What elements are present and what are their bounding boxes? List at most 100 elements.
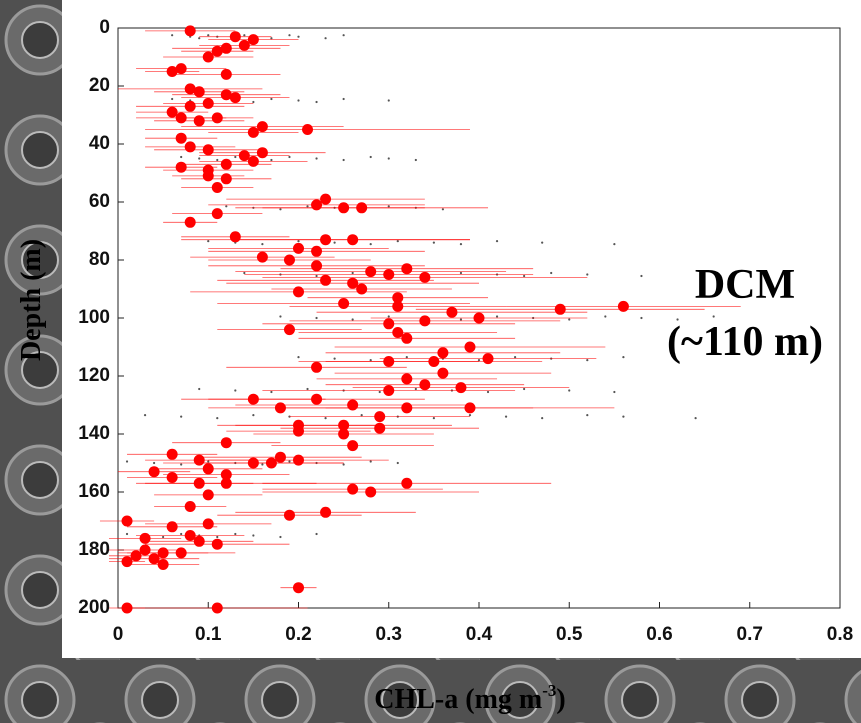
raw-point bbox=[441, 208, 444, 211]
point bbox=[220, 173, 232, 185]
raw-point bbox=[315, 316, 318, 320]
raw-point bbox=[459, 271, 463, 275]
point bbox=[166, 521, 178, 533]
x-tick-label: 0.6 bbox=[646, 624, 672, 645]
point bbox=[148, 466, 160, 478]
raw-point bbox=[252, 414, 255, 417]
raw-point bbox=[523, 387, 526, 391]
point bbox=[166, 448, 178, 460]
point bbox=[157, 547, 169, 559]
point bbox=[247, 393, 259, 405]
point bbox=[202, 170, 214, 182]
point bbox=[175, 63, 187, 75]
raw-point bbox=[306, 205, 309, 208]
raw-point bbox=[514, 356, 517, 359]
point bbox=[392, 300, 404, 312]
x-tick-label: 0 bbox=[113, 624, 124, 645]
raw-point bbox=[342, 97, 345, 101]
point bbox=[184, 83, 196, 95]
point bbox=[139, 532, 151, 544]
point bbox=[401, 477, 413, 489]
point bbox=[338, 428, 350, 440]
x-tick-label: 0.4 bbox=[466, 624, 493, 645]
point bbox=[302, 124, 314, 135]
point bbox=[220, 89, 232, 101]
raw-point bbox=[180, 155, 183, 159]
point bbox=[356, 283, 368, 295]
point bbox=[320, 193, 332, 205]
raw-point bbox=[396, 461, 399, 465]
point bbox=[482, 353, 494, 365]
point bbox=[347, 399, 359, 411]
raw-point bbox=[171, 34, 174, 37]
point bbox=[220, 477, 232, 489]
raw-point bbox=[432, 241, 435, 244]
point bbox=[211, 602, 223, 614]
point bbox=[320, 274, 332, 286]
raw-point bbox=[342, 34, 345, 37]
raw-point bbox=[712, 315, 715, 318]
raw-point bbox=[459, 318, 463, 321]
point bbox=[392, 327, 404, 338]
point bbox=[320, 234, 332, 246]
y-tick-label: 0 bbox=[99, 17, 110, 38]
raw-point bbox=[207, 240, 210, 243]
raw-point bbox=[405, 356, 408, 359]
point bbox=[175, 547, 187, 559]
point bbox=[193, 477, 205, 489]
raw-point bbox=[288, 460, 291, 463]
point bbox=[193, 115, 205, 127]
point bbox=[283, 324, 295, 336]
point bbox=[455, 382, 467, 394]
y-tick-label: 60 bbox=[89, 191, 110, 212]
raw-point bbox=[234, 389, 237, 392]
point bbox=[238, 39, 250, 51]
x-tick-label: 0.2 bbox=[285, 624, 311, 645]
point bbox=[338, 419, 350, 431]
raw-point bbox=[541, 417, 544, 420]
raw-point bbox=[297, 35, 300, 38]
point bbox=[220, 68, 232, 80]
raw-point bbox=[270, 158, 273, 162]
point bbox=[311, 199, 323, 211]
point bbox=[401, 373, 413, 385]
point bbox=[130, 550, 142, 562]
raw-point bbox=[360, 414, 363, 417]
point bbox=[121, 602, 133, 614]
point bbox=[247, 34, 259, 46]
point bbox=[121, 556, 133, 568]
point bbox=[320, 506, 332, 518]
point bbox=[220, 469, 232, 481]
point bbox=[247, 457, 259, 469]
point bbox=[419, 315, 431, 327]
x-tick-label: 0.8 bbox=[827, 624, 853, 645]
raw-point bbox=[613, 243, 616, 246]
raw-point bbox=[586, 359, 589, 362]
point bbox=[338, 298, 350, 309]
point bbox=[247, 155, 259, 167]
x-tick-label: 0.3 bbox=[376, 624, 402, 645]
y-tick-label: 80 bbox=[89, 249, 110, 270]
point bbox=[211, 538, 223, 550]
raw-point bbox=[261, 243, 264, 246]
y-tick-label: 180 bbox=[78, 539, 110, 560]
raw-point bbox=[523, 274, 526, 278]
y-tick-label: 160 bbox=[78, 481, 110, 502]
x-tick-label: 0.5 bbox=[556, 624, 583, 645]
raw-point bbox=[604, 315, 607, 318]
raw-point bbox=[270, 97, 273, 101]
point bbox=[401, 263, 413, 275]
annotation: (~110 m) bbox=[667, 319, 823, 365]
raw-point bbox=[270, 37, 273, 40]
point bbox=[202, 463, 214, 475]
point bbox=[121, 515, 133, 527]
point bbox=[347, 234, 359, 246]
raw-point bbox=[153, 461, 156, 465]
raw-point bbox=[387, 205, 390, 208]
raw-point bbox=[180, 463, 183, 466]
point bbox=[202, 144, 214, 156]
raw-point bbox=[198, 157, 201, 160]
point bbox=[554, 303, 566, 315]
point bbox=[383, 356, 395, 367]
